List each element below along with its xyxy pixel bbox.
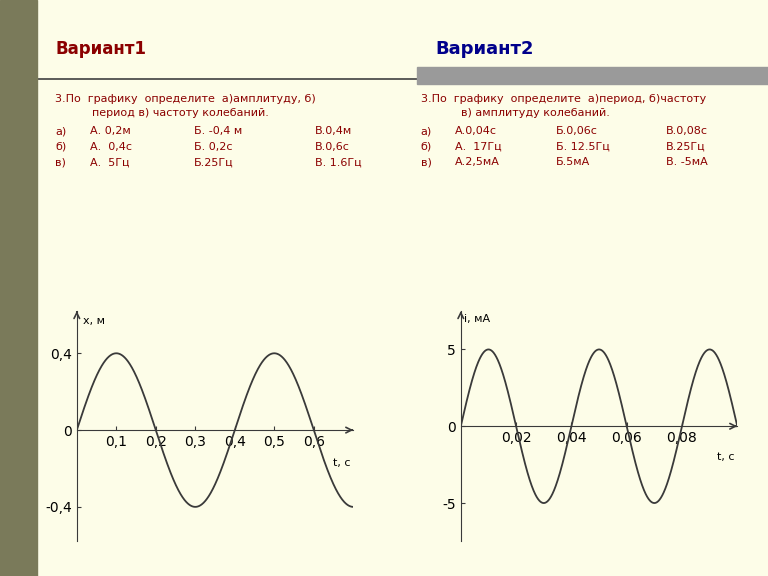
Text: В.0,6с: В.0,6с xyxy=(315,142,349,152)
Text: В. -5мА: В. -5мА xyxy=(666,157,707,168)
Text: а): а) xyxy=(55,126,66,137)
Text: i, мА: i, мА xyxy=(464,314,490,324)
Text: А. 0,2м: А. 0,2м xyxy=(90,126,131,137)
Text: В.0,4м: В.0,4м xyxy=(315,126,352,137)
Text: в): в) xyxy=(55,157,66,168)
Text: В. 1.6Гц: В. 1.6Гц xyxy=(315,157,361,168)
Text: Б. 0,2с: Б. 0,2с xyxy=(194,142,233,152)
Text: Вариант2: Вариант2 xyxy=(435,40,534,58)
Text: Б.5мА: Б.5мА xyxy=(556,157,591,168)
Text: А.  0,4с: А. 0,4с xyxy=(90,142,131,152)
Bar xyxy=(417,67,768,84)
Text: б): б) xyxy=(421,142,432,152)
Text: Б. -0,4 м: Б. -0,4 м xyxy=(194,126,243,137)
Text: 3.По  графику  определите  а)период, б)частоту: 3.По графику определите а)период, б)част… xyxy=(421,94,706,104)
Text: x, м: x, м xyxy=(83,316,104,326)
Text: А.  5Гц: А. 5Гц xyxy=(90,157,129,168)
Text: Вариант1: Вариант1 xyxy=(55,40,146,58)
Text: б): б) xyxy=(55,142,66,152)
Text: а): а) xyxy=(421,126,432,137)
Text: Б.25Гц: Б.25Гц xyxy=(194,157,233,168)
Text: А.  17Гц: А. 17Гц xyxy=(455,142,502,152)
Text: Б. 12.5Гц: Б. 12.5Гц xyxy=(556,142,610,152)
Text: В.25Гц: В.25Гц xyxy=(666,142,705,152)
Text: А.2,5мА: А.2,5мА xyxy=(455,157,500,168)
Text: А.0,04с: А.0,04с xyxy=(455,126,497,137)
Text: 3.По  графику  определите  а)амплитуду, б): 3.По графику определите а)амплитуду, б) xyxy=(55,94,316,104)
Text: Б.0,06с: Б.0,06с xyxy=(556,126,598,137)
Text: в): в) xyxy=(421,157,432,168)
Text: в) амплитуду колебаний.: в) амплитуду колебаний. xyxy=(461,108,610,119)
Text: t, с: t, с xyxy=(717,452,734,461)
Text: t, с: t, с xyxy=(333,458,350,468)
Text: период в) частоту колебаний.: период в) частоту колебаний. xyxy=(91,108,269,119)
Text: В.0,08с: В.0,08с xyxy=(666,126,707,137)
